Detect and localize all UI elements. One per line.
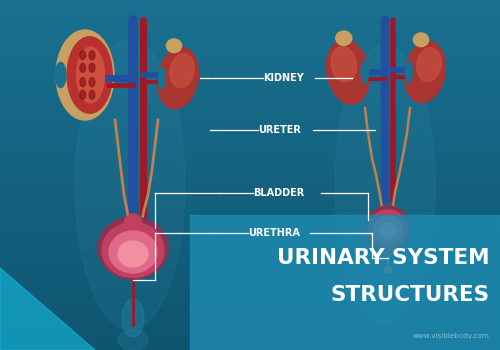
- Ellipse shape: [80, 90, 86, 99]
- Ellipse shape: [98, 217, 168, 279]
- Ellipse shape: [75, 40, 185, 330]
- Text: BLADDER: BLADDER: [253, 188, 304, 198]
- Bar: [0, 201, 500, 210]
- Bar: [0, 149, 500, 158]
- Bar: [0, 0, 500, 9]
- Ellipse shape: [170, 54, 194, 88]
- Ellipse shape: [374, 216, 402, 244]
- Bar: [0, 61, 500, 70]
- Ellipse shape: [109, 231, 157, 273]
- Bar: [0, 52, 500, 61]
- Bar: [0, 26, 500, 35]
- Ellipse shape: [382, 243, 394, 255]
- Bar: [0, 140, 500, 149]
- Ellipse shape: [76, 47, 104, 103]
- Ellipse shape: [414, 33, 428, 47]
- Ellipse shape: [80, 78, 86, 87]
- Bar: [0, 175, 500, 184]
- Ellipse shape: [369, 210, 407, 248]
- Bar: [0, 9, 500, 18]
- Ellipse shape: [56, 62, 66, 88]
- Bar: [0, 306, 500, 315]
- Ellipse shape: [118, 330, 148, 350]
- Ellipse shape: [67, 37, 112, 113]
- Bar: [0, 289, 500, 298]
- Bar: [0, 245, 500, 254]
- Ellipse shape: [80, 51, 86, 60]
- Text: URETER: URETER: [258, 125, 301, 135]
- Ellipse shape: [158, 67, 166, 89]
- Ellipse shape: [406, 61, 412, 83]
- Ellipse shape: [158, 47, 198, 109]
- Bar: [0, 332, 500, 341]
- Bar: [0, 35, 500, 44]
- Bar: [0, 79, 500, 88]
- Bar: [0, 324, 500, 332]
- Ellipse shape: [166, 39, 182, 52]
- Bar: [0, 158, 500, 166]
- Ellipse shape: [89, 63, 95, 72]
- Bar: [0, 271, 500, 280]
- Bar: [0, 88, 500, 96]
- Bar: [0, 210, 500, 219]
- Ellipse shape: [384, 267, 392, 273]
- Bar: [0, 166, 500, 175]
- Bar: [0, 298, 500, 306]
- Bar: [0, 228, 500, 236]
- Ellipse shape: [89, 90, 95, 99]
- Polygon shape: [0, 268, 95, 350]
- Bar: [0, 18, 500, 26]
- Ellipse shape: [366, 206, 410, 250]
- Bar: [0, 184, 500, 192]
- Text: URINARY SYSTEM: URINARY SYSTEM: [278, 248, 490, 268]
- Ellipse shape: [361, 61, 368, 83]
- Bar: [0, 315, 500, 324]
- Ellipse shape: [124, 214, 142, 236]
- Bar: [190, 215, 500, 350]
- Bar: [0, 105, 500, 114]
- Ellipse shape: [118, 241, 148, 267]
- Text: STRUCTURES: STRUCTURES: [331, 285, 490, 305]
- Bar: [0, 131, 500, 140]
- Ellipse shape: [380, 223, 396, 239]
- Bar: [0, 44, 500, 52]
- Bar: [0, 96, 500, 105]
- Bar: [0, 122, 500, 131]
- Ellipse shape: [417, 48, 441, 82]
- Ellipse shape: [89, 78, 95, 87]
- Text: www.visiblebody.com: www.visiblebody.com: [413, 333, 490, 339]
- Ellipse shape: [404, 41, 446, 103]
- Ellipse shape: [56, 30, 114, 120]
- Ellipse shape: [80, 63, 86, 72]
- Bar: [0, 193, 500, 201]
- Text: KIDNEY: KIDNEY: [263, 73, 304, 83]
- Text: URETHRA: URETHRA: [248, 228, 300, 238]
- Ellipse shape: [102, 223, 164, 278]
- Bar: [0, 219, 500, 228]
- Bar: [0, 236, 500, 245]
- Bar: [0, 70, 500, 79]
- Ellipse shape: [89, 51, 95, 60]
- Bar: [0, 262, 500, 271]
- Bar: [0, 114, 500, 122]
- Ellipse shape: [331, 47, 356, 82]
- Ellipse shape: [335, 45, 435, 325]
- Ellipse shape: [336, 31, 352, 46]
- Ellipse shape: [326, 40, 370, 104]
- Bar: [0, 280, 500, 289]
- Bar: [0, 254, 500, 262]
- Bar: [0, 341, 500, 350]
- Ellipse shape: [122, 299, 144, 337]
